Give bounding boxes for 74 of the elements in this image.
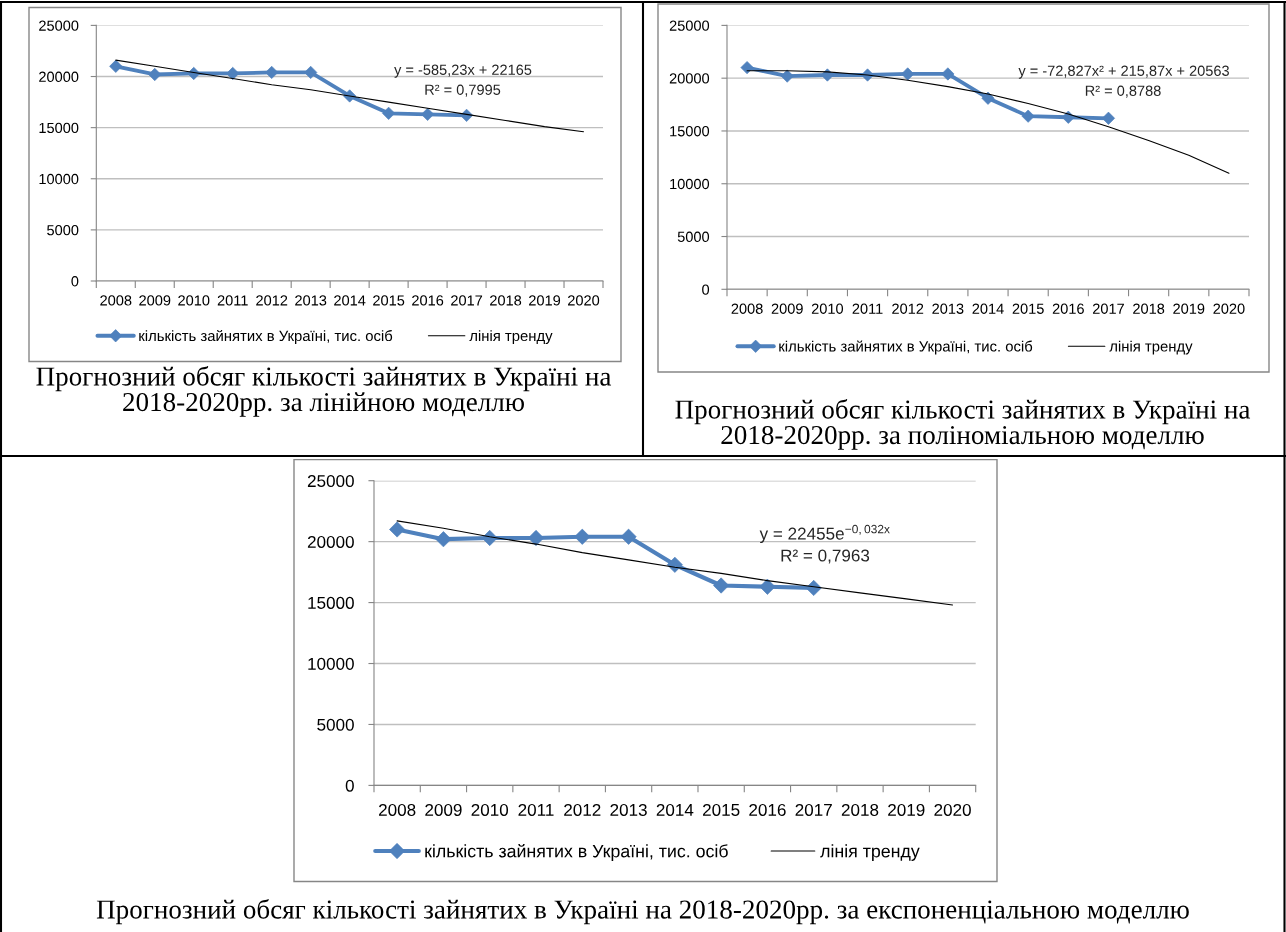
x-tick-label: 2012 <box>892 303 924 314</box>
annotation: R² = 0,8788 <box>1085 85 1161 98</box>
y-tick-label: 5000 <box>677 231 710 242</box>
point <box>713 577 730 594</box>
legend-label: лінія тренду <box>820 844 920 861</box>
x-tick-label: 2015 <box>373 295 405 306</box>
text: Прогнозний обсяг кількості зайнятих в Україні на 2018-2020рр. за поліноміальною моделлю <box>675 399 1251 450</box>
y-tick-label: 0 <box>71 276 79 287</box>
x-tick-label: 2018 <box>1133 303 1165 314</box>
y-tick-label: 0 <box>345 779 354 792</box>
y-tick-label: 10000 <box>670 178 710 190</box>
y-tick-label: 20000 <box>307 535 354 548</box>
x-tick-label: 2016 <box>412 295 444 306</box>
legend-label: лінія тренду <box>1109 340 1193 355</box>
x-tick-label: 2008 <box>379 803 416 816</box>
text: Прогнозний обсяг кількості зайнятих в Україні на 2018-2020рр. за експоненціальною моделлю <box>96 899 1189 925</box>
y-tick-label: 15000 <box>308 596 354 609</box>
point <box>435 531 452 548</box>
x-tick-label: 2012 <box>564 803 601 816</box>
x-tick-label: 2020 <box>1213 303 1245 314</box>
x-tick-label: 2010 <box>471 803 509 816</box>
x-tick-label: 2009 <box>139 295 171 306</box>
y-tick-label: 5000 <box>47 224 79 236</box>
x-tick-label: 2015 <box>702 803 740 816</box>
y-tick-label: 15000 <box>39 122 79 134</box>
y-tick-label: 25000 <box>669 20 710 31</box>
x-tick-label: 2018 <box>841 803 879 816</box>
x-tick-label: 2016 <box>749 803 786 816</box>
x-tick-label: 2014 <box>656 803 694 816</box>
legend-label: кількість зайнятих в Україні, тис. осіб <box>779 340 1033 355</box>
legend-label: лінія тренду <box>469 330 553 345</box>
text: Прогнозний обсяг кількості зайнятих в Україні на 2018-2020рр. за лінійною моделлю <box>36 366 612 417</box>
annotation: y = -585,23x + 22165 <box>394 64 532 78</box>
y-tick-label: 15000 <box>670 126 710 137</box>
x-tick-label: 2017 <box>451 295 483 306</box>
x-tick-label: 2017 <box>1092 303 1124 314</box>
annotation: y = 22455e$^{−0,032x}$ <box>759 524 890 544</box>
x-tick-label: 2013 <box>932 303 964 314</box>
x-tick-label: 2019 <box>1173 303 1205 314</box>
y-tick-label: 20000 <box>669 73 710 84</box>
x-tick-label: 2009 <box>425 803 462 816</box>
x-tick-label: 2008 <box>100 295 132 306</box>
x-tick-label: 2008 <box>731 303 763 314</box>
y-tick-label: 5000 <box>317 718 354 731</box>
x-tick-label: 2015 <box>1012 303 1044 314</box>
x-tick-label: 2019 <box>529 295 561 306</box>
y-tick-label: 25000 <box>307 474 354 488</box>
y-tick-label: 0 <box>702 284 710 295</box>
legend-label: кількість зайнятих в Україні, тис. осіб <box>425 844 728 861</box>
x-tick-label: 2010 <box>178 295 210 306</box>
y-tick-label: 10000 <box>308 657 354 670</box>
x-tick-label: 2011 <box>852 303 883 314</box>
x-tick-label: 2010 <box>811 303 844 314</box>
x-tick-label: 2018 <box>490 295 522 306</box>
y-tick-label: 10000 <box>39 173 79 185</box>
x-tick-label: 2020 <box>934 803 971 816</box>
x-tick-label: 2017 <box>795 803 832 816</box>
legend-label: кількість зайнятих в Україні, тис. осіб <box>139 329 393 345</box>
x-tick-label: 2014 <box>334 295 366 306</box>
x-tick-label: 2014 <box>972 303 1004 314</box>
x-tick-label: 2020 <box>568 295 600 306</box>
x-tick-label: 2013 <box>295 295 327 306</box>
x-tick-label: 2013 <box>610 803 647 816</box>
y-tick-label: 25000 <box>39 20 79 31</box>
annotation: y = -72,827x² + 215,87x + 20563 <box>1018 65 1229 79</box>
x-tick-label: 2012 <box>256 295 288 306</box>
x-tick-label: 2019 <box>888 803 925 816</box>
annotation: R² = 0,7995 <box>425 84 501 97</box>
x-tick-label: 2009 <box>771 303 803 314</box>
x-tick-label: 2011 <box>518 803 554 816</box>
annotation: R² = 0,7963 <box>781 549 870 564</box>
y-tick-label: 20000 <box>39 71 79 82</box>
x-tick-label: 2016 <box>1052 303 1084 314</box>
x-tick-label: 2011 <box>217 295 248 306</box>
